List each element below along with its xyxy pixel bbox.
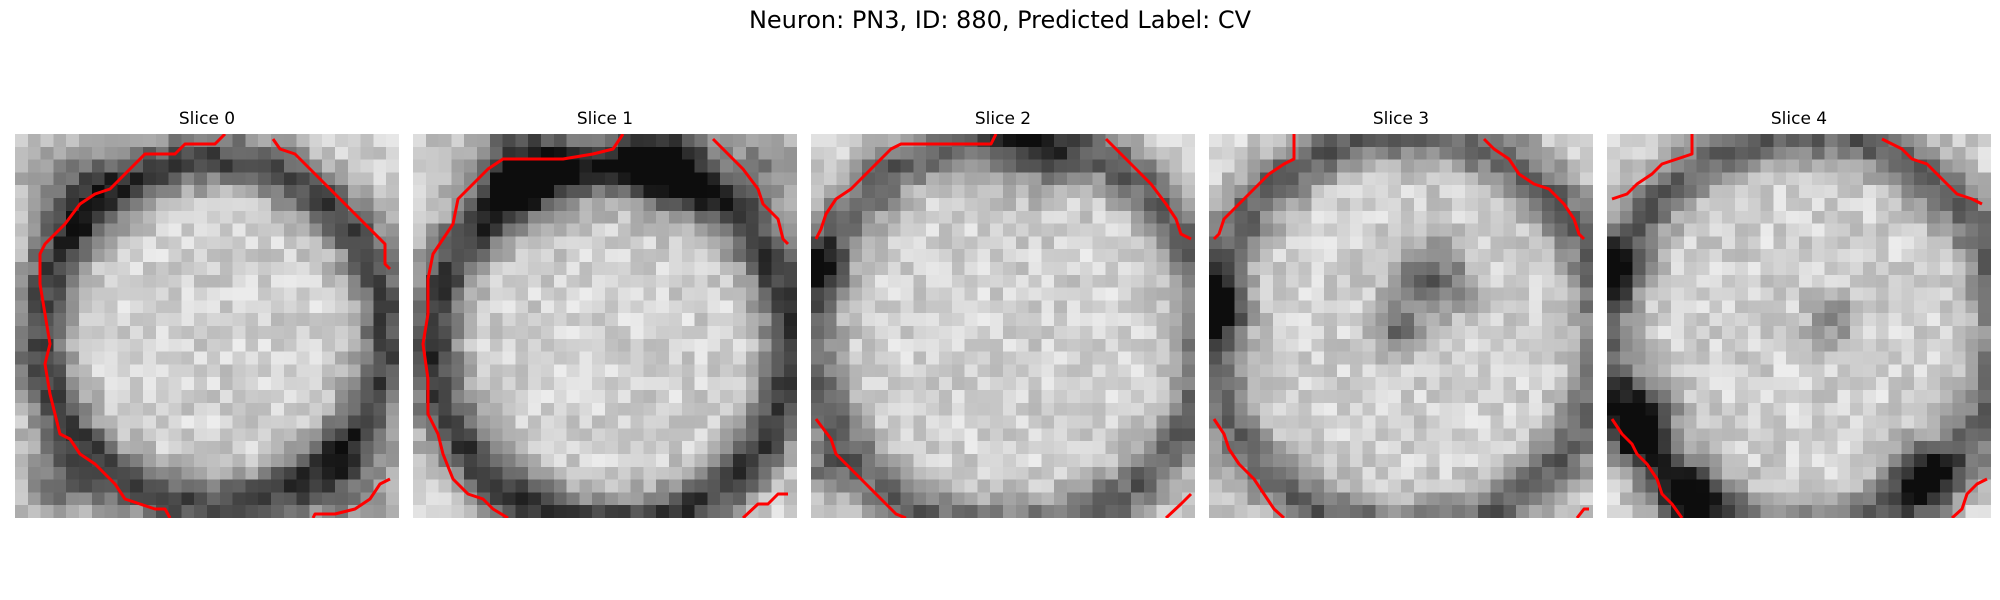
contour-overlay	[1212, 134, 1589, 518]
cell-boundary-contour	[38, 134, 227, 518]
contour-overlay	[421, 134, 790, 518]
cell-boundary-contour	[1212, 418, 1286, 518]
cell-boundary-contour	[421, 134, 625, 518]
cell-boundary-contour	[1482, 137, 1586, 241]
cell-boundary-contour	[814, 418, 907, 518]
cell-boundary-contour	[1610, 418, 1684, 518]
grayscale-patch	[1607, 134, 1991, 518]
grayscale-patch	[1209, 134, 1593, 518]
slice-image	[811, 134, 1195, 518]
slice-image	[1209, 134, 1593, 518]
contour-overlay	[814, 134, 1193, 518]
slice-panel-4: Slice 4	[1607, 108, 1991, 518]
slice-title: Slice 0	[178, 109, 236, 129]
slice-panel-3: Slice 3	[1209, 108, 1593, 518]
grayscale-patch	[811, 134, 1195, 518]
slice-image	[413, 134, 797, 518]
grayscale-patch	[413, 134, 797, 518]
slice-panel-1: Slice 1	[413, 108, 797, 518]
contour-overlay	[38, 134, 392, 518]
cell-boundary-contour	[711, 137, 790, 246]
slice-title: Slice 1	[576, 109, 634, 129]
slice-title: Slice 4	[1770, 109, 1828, 129]
cell-boundary-contour	[1164, 492, 1193, 518]
contour-overlay	[1610, 134, 1988, 518]
cell-boundary-contour	[1611, 134, 1694, 201]
cell-boundary-contour	[1575, 507, 1589, 518]
slice-title: Slice 2	[974, 109, 1032, 129]
figure-title: Neuron: PN3, ID: 880, Predicted Label: C…	[748, 6, 1252, 34]
cell-boundary-contour	[814, 134, 998, 240]
cell-boundary-contour	[271, 138, 392, 271]
cell-boundary-contour	[1212, 134, 1296, 241]
cell-boundary-contour	[1950, 477, 1988, 518]
cell-boundary-contour	[741, 492, 788, 518]
cell-boundary-contour	[1881, 137, 1983, 206]
slice-panel-0: Slice 0	[15, 108, 399, 518]
slice-image	[1607, 134, 1991, 518]
slice-title: Slice 3	[1372, 109, 1430, 129]
cell-boundary-contour	[1104, 137, 1192, 241]
slice-image	[15, 134, 399, 518]
slice-panel-2: Slice 2	[811, 108, 1195, 518]
cell-boundary-contour	[311, 477, 391, 518]
